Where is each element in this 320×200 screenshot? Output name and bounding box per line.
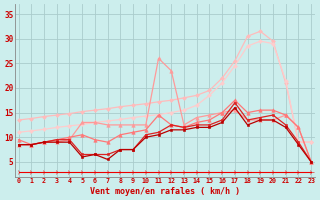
X-axis label: Vent moyen/en rafales ( km/h ): Vent moyen/en rafales ( km/h ) (90, 187, 240, 196)
